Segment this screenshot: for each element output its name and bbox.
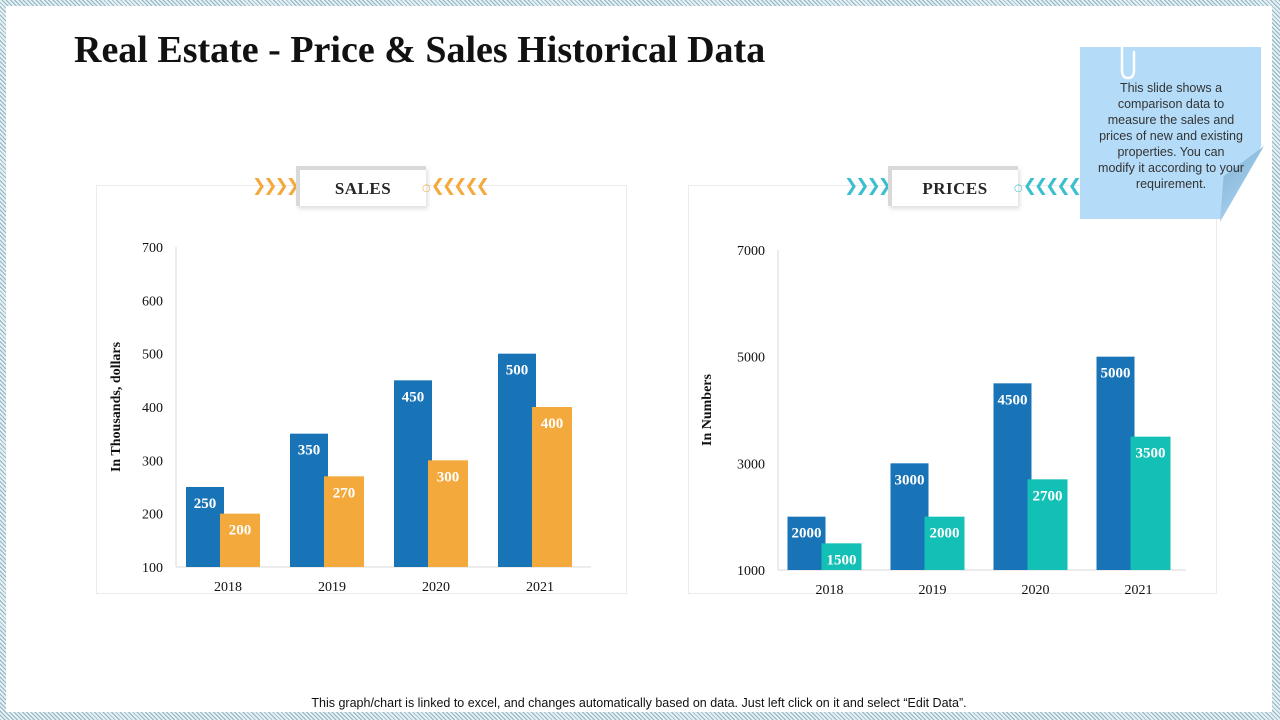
data-label: 450	[402, 389, 425, 405]
bar	[220, 513, 260, 567]
y-tick-label: 3000	[737, 457, 765, 472]
y-tick-label: 300	[142, 454, 163, 469]
chevrons-left-icon: ○❮❮❮❮❮	[422, 176, 490, 196]
bar	[787, 516, 826, 570]
data-label: 2000	[930, 526, 960, 542]
data-label: 200	[229, 523, 252, 539]
x-tick-label: 2020	[1022, 583, 1050, 598]
data-label: 5000	[1101, 366, 1131, 382]
bar	[498, 353, 536, 567]
data-label: 500	[506, 363, 529, 379]
y-tick-label: 400	[142, 401, 163, 416]
y-tick-label: 600	[142, 294, 163, 309]
bar	[993, 383, 1032, 570]
y-tick-label: 200	[142, 508, 163, 523]
bar	[394, 380, 432, 567]
x-tick-label: 2021	[526, 580, 554, 595]
slide: Real Estate - Price & Sales Historical D…	[6, 6, 1272, 712]
chevrons-left-icon: ○❮❮❮❮❮	[1014, 176, 1082, 196]
sales-chart-title: SALES	[296, 166, 426, 206]
data-label: 350	[298, 443, 321, 459]
y-tick-label: 1000	[737, 564, 765, 579]
bar	[290, 433, 328, 567]
data-label: 2000	[792, 526, 822, 542]
x-tick-label: 2021	[1125, 583, 1153, 598]
data-label: 250	[194, 496, 217, 512]
y-tick-label: 5000	[737, 351, 765, 366]
data-label: 2700	[1033, 488, 1063, 504]
x-tick-label: 2018	[214, 580, 242, 595]
x-tick-label: 2019	[318, 580, 346, 595]
data-label: 4500	[998, 392, 1028, 408]
bar	[532, 407, 572, 567]
data-label: 270	[333, 485, 356, 501]
y-tick-label: 500	[142, 348, 163, 363]
footer-note: This graph/chart is linked to excel, and…	[311, 696, 967, 710]
slide-title: Real Estate - Price & Sales Historical D…	[74, 29, 766, 71]
bar	[186, 487, 224, 567]
bar	[324, 476, 364, 567]
bar	[924, 516, 965, 570]
charts-canvas: 100 200 300 400 500 600 700 In Thousands, dolla…	[109, 241, 1186, 598]
data-label: 1500	[827, 552, 857, 568]
x-tick-label: 2019	[919, 583, 947, 598]
data-label: 400	[541, 416, 564, 432]
data-label: 300	[437, 469, 460, 485]
bar	[1130, 436, 1171, 570]
y-axis-label: In Numbers	[700, 373, 715, 446]
bar	[1096, 356, 1135, 570]
bar	[821, 543, 862, 570]
y-tick-label: 100	[142, 561, 163, 576]
x-tick-label: 2020	[422, 580, 450, 595]
y-axis-label: In Thousands, dollars	[109, 341, 124, 472]
paperclip-icon	[1120, 44, 1136, 80]
bar	[428, 460, 468, 567]
y-tick-label: 700	[142, 241, 163, 256]
y-tick-label: 7000	[737, 244, 765, 259]
bar	[890, 463, 929, 570]
prices-chart-title: PRICES	[888, 166, 1018, 206]
data-label: 3500	[1136, 446, 1166, 462]
bar	[1027, 479, 1068, 570]
x-tick-label: 2018	[816, 583, 844, 598]
data-label: 3000	[895, 472, 925, 488]
sticky-note-text: This slide shows a comparison data to me…	[1098, 81, 1244, 191]
